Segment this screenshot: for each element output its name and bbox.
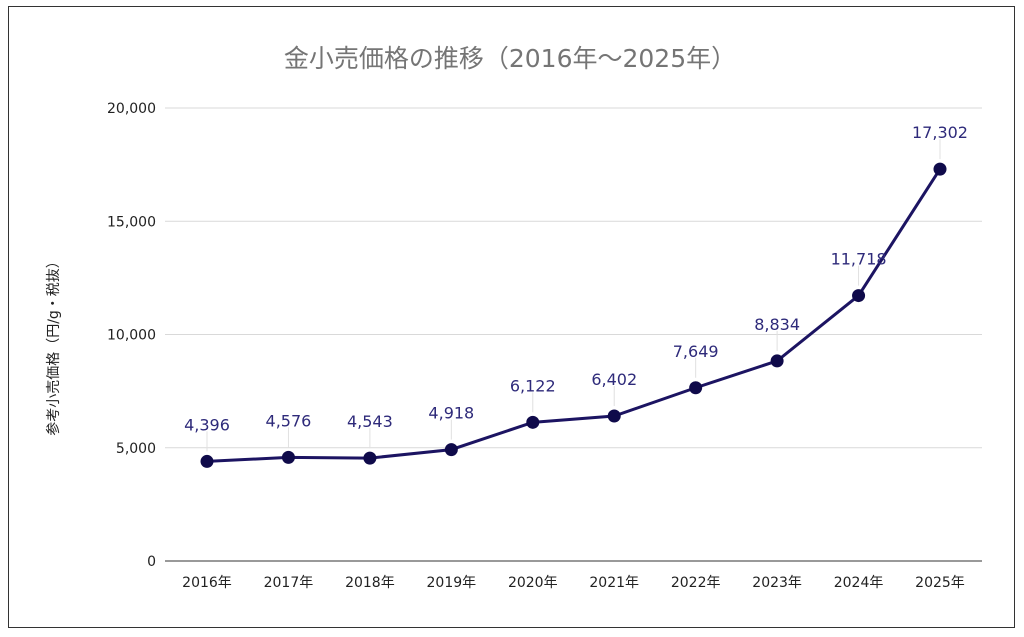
data-label: 6,402 xyxy=(591,370,637,389)
chart-frame xyxy=(8,6,1015,628)
data-label: 17,302 xyxy=(912,123,968,142)
y-tick-label: 20,000 xyxy=(107,101,156,117)
x-tick-label: 2017年 xyxy=(264,575,314,591)
data-point xyxy=(852,289,866,303)
data-point xyxy=(607,409,621,423)
y-tick-label: 0 xyxy=(147,554,156,570)
series-line xyxy=(206,168,942,463)
x-tick-label: 2018年 xyxy=(345,575,395,591)
data-point xyxy=(526,415,540,429)
x-tick-label: 2019年 xyxy=(427,575,477,591)
data-point xyxy=(689,381,703,395)
y-axis-label: 参考小売価格（円/g・税抜） xyxy=(45,254,62,436)
x-tick-label: 2025年 xyxy=(915,575,965,591)
data-point xyxy=(200,454,214,468)
data-label: 6,122 xyxy=(510,376,556,395)
data-label: 4,543 xyxy=(347,412,393,431)
data-point xyxy=(770,354,784,368)
chart-title: 金小売価格の推移（2016年～2025年） xyxy=(284,44,736,73)
y-tick-label: 5,000 xyxy=(116,441,156,457)
data-label: 4,396 xyxy=(184,415,230,434)
x-tick-label: 2024年 xyxy=(834,575,884,591)
data-label: 11,718 xyxy=(831,250,887,269)
data-label: 7,649 xyxy=(673,342,719,361)
data-point xyxy=(281,450,295,464)
x-tick-label: 2023年 xyxy=(752,575,802,591)
data-label: 4,576 xyxy=(266,411,312,430)
x-tick-label: 2016年 xyxy=(182,575,232,591)
data-label: 8,834 xyxy=(754,315,800,334)
data-point xyxy=(933,162,947,176)
data-label: 4,918 xyxy=(428,404,474,423)
x-tick-label: 2021年 xyxy=(589,575,639,591)
x-tick-label: 2020年 xyxy=(508,575,558,591)
y-tick-label: 10,000 xyxy=(107,328,156,344)
data-point xyxy=(363,451,377,465)
x-tick-label: 2022年 xyxy=(671,575,721,591)
y-tick-label: 15,000 xyxy=(107,214,156,230)
data-point xyxy=(444,443,458,457)
